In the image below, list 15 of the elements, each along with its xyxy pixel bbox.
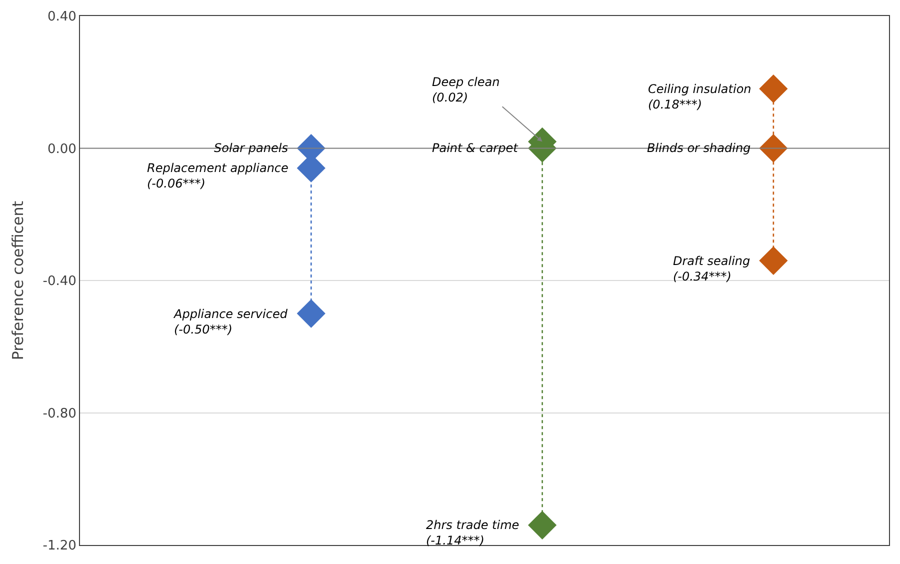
y-tick-label: 0.40 (47, 10, 76, 25)
y-tick-label: -0.80 (42, 406, 76, 422)
y-tick-label: -0.40 (42, 274, 76, 290)
annotation: Ceiling insulation (0.18***) (648, 82, 752, 112)
annotation: Blinds or shading (647, 141, 752, 155)
annotation: Paint & carpet (432, 141, 520, 155)
y-tick-label: 0.00 (47, 142, 76, 157)
y-tick-label: -1.20 (42, 538, 76, 554)
y-axis-title: Preference coefficent (9, 200, 28, 360)
annotation: Deep clean (0.02) (432, 75, 500, 105)
annotation: Appliance serviced (-0.50***) (173, 307, 288, 337)
annotation: 2hrs trade time (-1.14***) (426, 518, 520, 548)
annotation: Replacement appliance (-0.06***) (147, 161, 288, 191)
annotation: Draft sealing (-0.34***) (673, 254, 751, 284)
annotation: Solar panels (214, 141, 288, 155)
